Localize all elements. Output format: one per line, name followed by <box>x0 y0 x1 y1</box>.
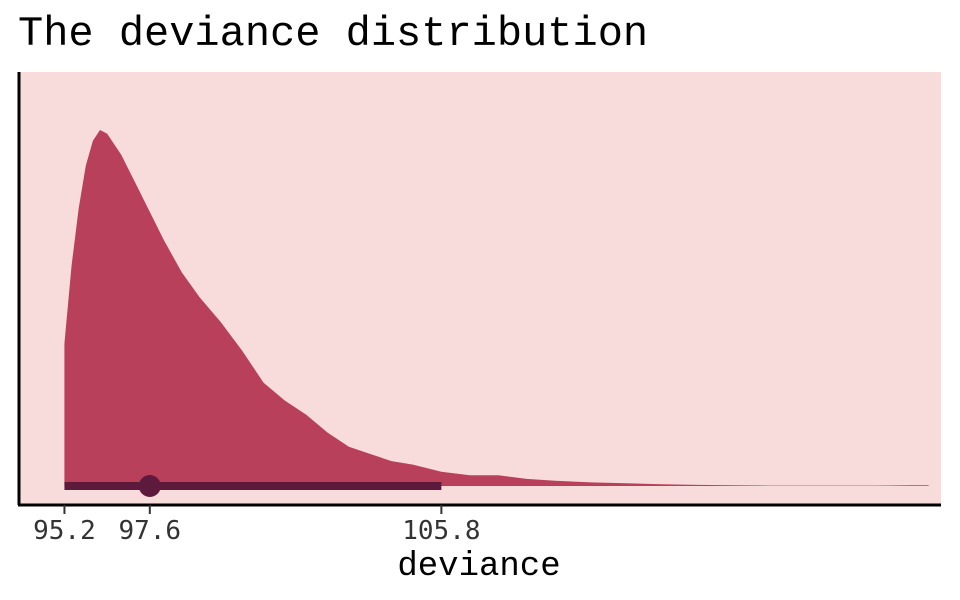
x-tick-label: 105.8 <box>402 516 480 546</box>
x-axis-ticks: 95.2 97.6 105.8 <box>33 505 481 546</box>
x-tick-label: 95.2 <box>33 516 96 546</box>
point-estimate <box>138 475 161 497</box>
x-axis-label: deviance <box>397 548 560 586</box>
density-area <box>64 130 929 486</box>
chart-title: The deviance distribution <box>18 10 648 58</box>
x-tick-label: 97.6 <box>118 516 181 546</box>
